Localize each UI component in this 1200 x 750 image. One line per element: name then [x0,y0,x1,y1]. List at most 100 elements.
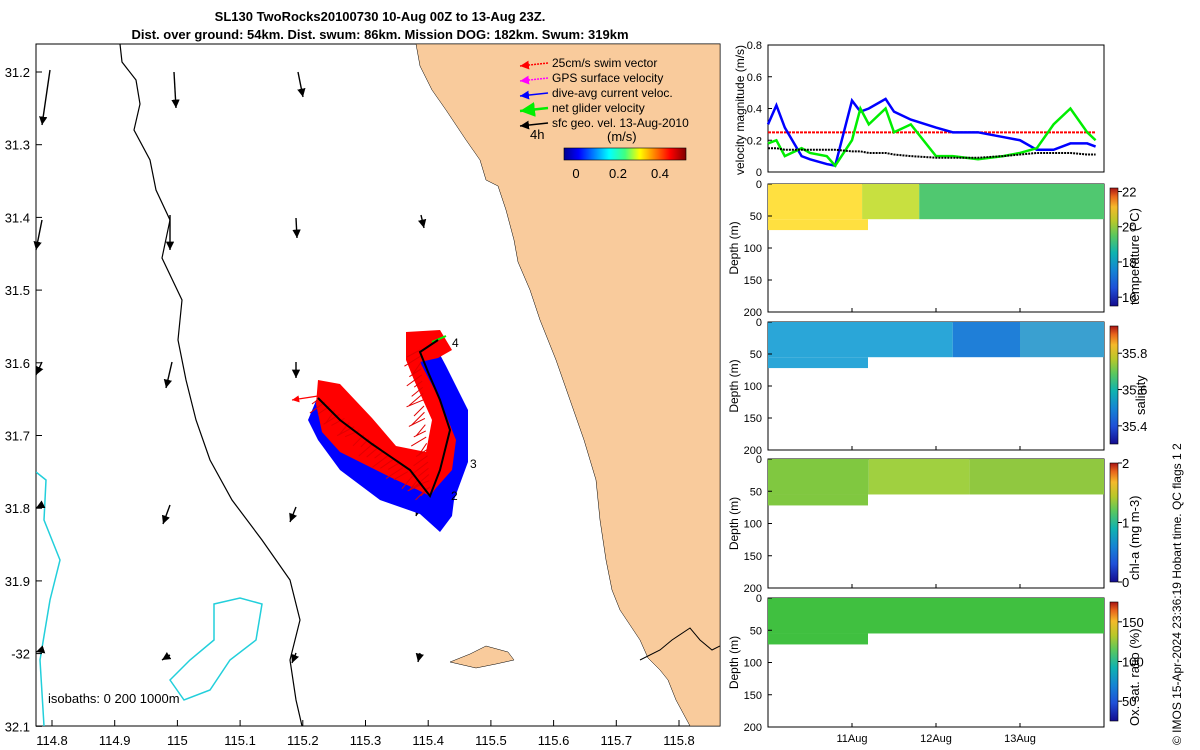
glider-track [317,339,452,499]
isobath-1000m-south [36,471,61,726]
section-ylabel: Depth (m) [727,636,741,689]
swim-vector-arrow [291,395,319,403]
map-y-tick-label: 31.4 [5,210,30,225]
swim-vector [372,454,389,468]
swim-vector [413,455,428,467]
swim-vector [404,355,421,367]
isobath-200m [119,44,303,726]
colorbar-tick-label: 100 [1122,655,1144,670]
section-y-tick-label: 0 [756,593,762,605]
legend-swatch [519,120,549,130]
colorbar-tick-label: 1 [1122,516,1129,531]
colorbar-tick-label: 35.8 [1122,346,1147,361]
track-line [317,339,452,499]
swim-vector [380,458,394,469]
map-x-tick-label: 115 [167,733,188,748]
map-panel: 114.8 114.9 115 115.1 115.2 115.3 115.4 115.5 11… [5,43,721,748]
geo-velocity-arrow [35,361,44,376]
map-x-tick-label: 115.3 [350,733,382,748]
legend-swatch [519,75,549,85]
swim-vector [411,386,423,397]
section-y-tick-label: 200 [744,583,762,595]
section-data-fill [768,459,869,495]
geo-velocity-arrow [418,214,427,229]
section-colorbar [1109,462,1119,583]
section-data-fill [919,184,1104,220]
velocity-y-tick-label: 0.2 [747,135,762,147]
map-y-tick-label: 31.3 [5,138,30,153]
section-data-fill [768,322,953,358]
temperature-colorbar-label: temperature (°C) [1127,208,1142,305]
swim-vector [413,430,427,438]
map-x-tick-label: 115.5 [475,733,507,748]
map-x-tick-label: 115.2 [287,733,319,748]
geo-velocity-arrow [35,500,46,509]
section-y-tick-label: 150 [744,275,762,287]
section-y-tick-label: 0 [756,179,762,191]
map-y-tick-label: 31.8 [5,501,30,516]
legend-label: GPS surface velocity [552,71,663,85]
map-y-tick-label: 31.5 [5,283,30,298]
section-y-tick-label: 0 [756,454,762,466]
map-y-tick-label: 31.6 [5,356,30,371]
speed-colorbar-tick-0: 0 [572,166,579,181]
velocity-series [768,147,1096,159]
swim-vector [408,393,424,406]
velocity-series [767,105,1097,168]
section-y-tick-label: 50 [750,211,762,223]
swim-vector [406,374,423,387]
time-tick-label: 11Aug [837,733,868,745]
swim-vector [401,475,414,490]
velocity-y-tick-label: 0.8 [747,40,762,52]
geo-velocity-arrow [161,504,171,525]
section-data-fill [768,494,868,506]
chla-colorbar-label: chl-a (mg m-3) [1127,495,1142,580]
section-ylabel: Depth (m) [727,221,741,274]
colorbar-tick-label: 150 [1122,615,1144,630]
colorbar-tick-label: 35.4 [1122,419,1147,434]
colorbar-tick-label: 16 [1122,290,1136,305]
swim-vector [331,418,345,426]
map-y-tick-label: -32 [11,647,30,662]
map-x-tick-label: 115.6 [538,733,570,748]
colorbar-tick-label: 22 [1122,185,1136,200]
section-panel: 0 50 100 150 200 Depth (m) 35.4 35.6 35.8 [727,317,1147,457]
legend-label: dive-avg current veloc. [552,86,673,100]
swim-vector [411,411,425,426]
swim-vector [393,471,409,481]
section-colorbar [1109,187,1119,307]
section-panel: 0 50 100 150 200 Depth (m) 0 1 2 [727,454,1129,595]
section-data-fill [868,459,970,495]
velocity-y-tick-label: 0 [756,167,762,179]
geo-velocity-arrow [297,71,306,98]
swim-vector [413,380,423,388]
geo-velocity-arrow [161,651,172,661]
time-tick-label: 12Aug [920,733,952,745]
geo-velocity-arrow [292,217,301,239]
colorbar-tick-label: 20 [1122,220,1136,235]
map-x-tick-label: 115.8 [663,733,695,748]
swim-vector [415,449,428,457]
land-mass [415,44,720,726]
geo-velocity-arrow [39,69,51,126]
speed-colorbar-tick-2: 0.4 [651,166,669,181]
swim-vector [418,443,428,456]
speed-colorbar-note: 4h [530,127,544,142]
salinity-colorbar-label: salinity [1133,375,1148,415]
oxygen-colorbar-label: Ox. sat. ratio (%) [1127,628,1142,726]
geo-velocity-arrow [289,506,298,523]
section-y-tick-label: 150 [744,690,762,702]
track-label-2: 2 [451,489,458,503]
map-x-tick-label: 115.7 [601,733,633,748]
swim-vector [410,461,429,476]
legend-label: sfc geo. vel. 13-Aug-2010 [552,116,689,130]
net-velocity-arrow [431,335,447,343]
swim-vector [309,401,326,414]
section-data-fill [952,322,1020,358]
swim-vector [409,479,419,491]
swim-vector [418,467,429,477]
